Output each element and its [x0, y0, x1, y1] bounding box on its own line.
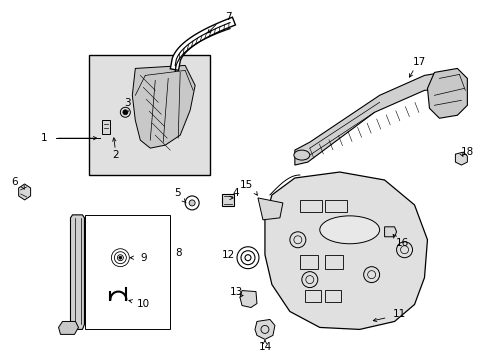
Text: 5: 5	[174, 188, 180, 198]
Circle shape	[189, 200, 195, 206]
Ellipse shape	[319, 216, 379, 244]
Bar	[324, 289, 340, 302]
Text: 16: 16	[395, 238, 408, 248]
Text: 18: 18	[460, 147, 473, 157]
Polygon shape	[264, 172, 427, 329]
Text: 11: 11	[392, 310, 406, 319]
Polygon shape	[240, 291, 256, 307]
Text: 8: 8	[175, 248, 181, 258]
Circle shape	[122, 110, 127, 115]
Polygon shape	[294, 71, 458, 165]
Polygon shape	[19, 184, 31, 200]
Text: 4: 4	[232, 188, 239, 198]
Text: 17: 17	[412, 58, 425, 67]
Bar	[299, 255, 317, 269]
Polygon shape	[102, 120, 110, 134]
Text: 10: 10	[137, 298, 149, 309]
Bar	[299, 200, 321, 212]
Polygon shape	[454, 152, 467, 165]
Text: 2: 2	[112, 150, 119, 160]
Bar	[324, 200, 346, 212]
Text: 13: 13	[229, 287, 242, 297]
Polygon shape	[254, 319, 274, 339]
Text: 7: 7	[224, 12, 231, 22]
Bar	[304, 289, 320, 302]
Text: 9: 9	[140, 253, 146, 263]
Text: 6: 6	[11, 177, 18, 187]
Text: 3: 3	[124, 98, 130, 108]
Polygon shape	[222, 194, 234, 206]
Polygon shape	[70, 215, 84, 329]
Text: 14: 14	[258, 342, 271, 352]
Polygon shape	[427, 68, 467, 118]
Bar	[85, 215, 170, 329]
Text: 1: 1	[41, 133, 48, 143]
Text: 15: 15	[239, 180, 252, 190]
Text: 12: 12	[221, 250, 234, 260]
Polygon shape	[384, 227, 396, 237]
Ellipse shape	[293, 150, 309, 160]
Polygon shape	[258, 198, 283, 220]
Polygon shape	[59, 321, 78, 334]
Circle shape	[119, 256, 122, 259]
Bar	[324, 255, 342, 269]
Polygon shape	[132, 66, 195, 148]
Bar	[89, 55, 210, 175]
